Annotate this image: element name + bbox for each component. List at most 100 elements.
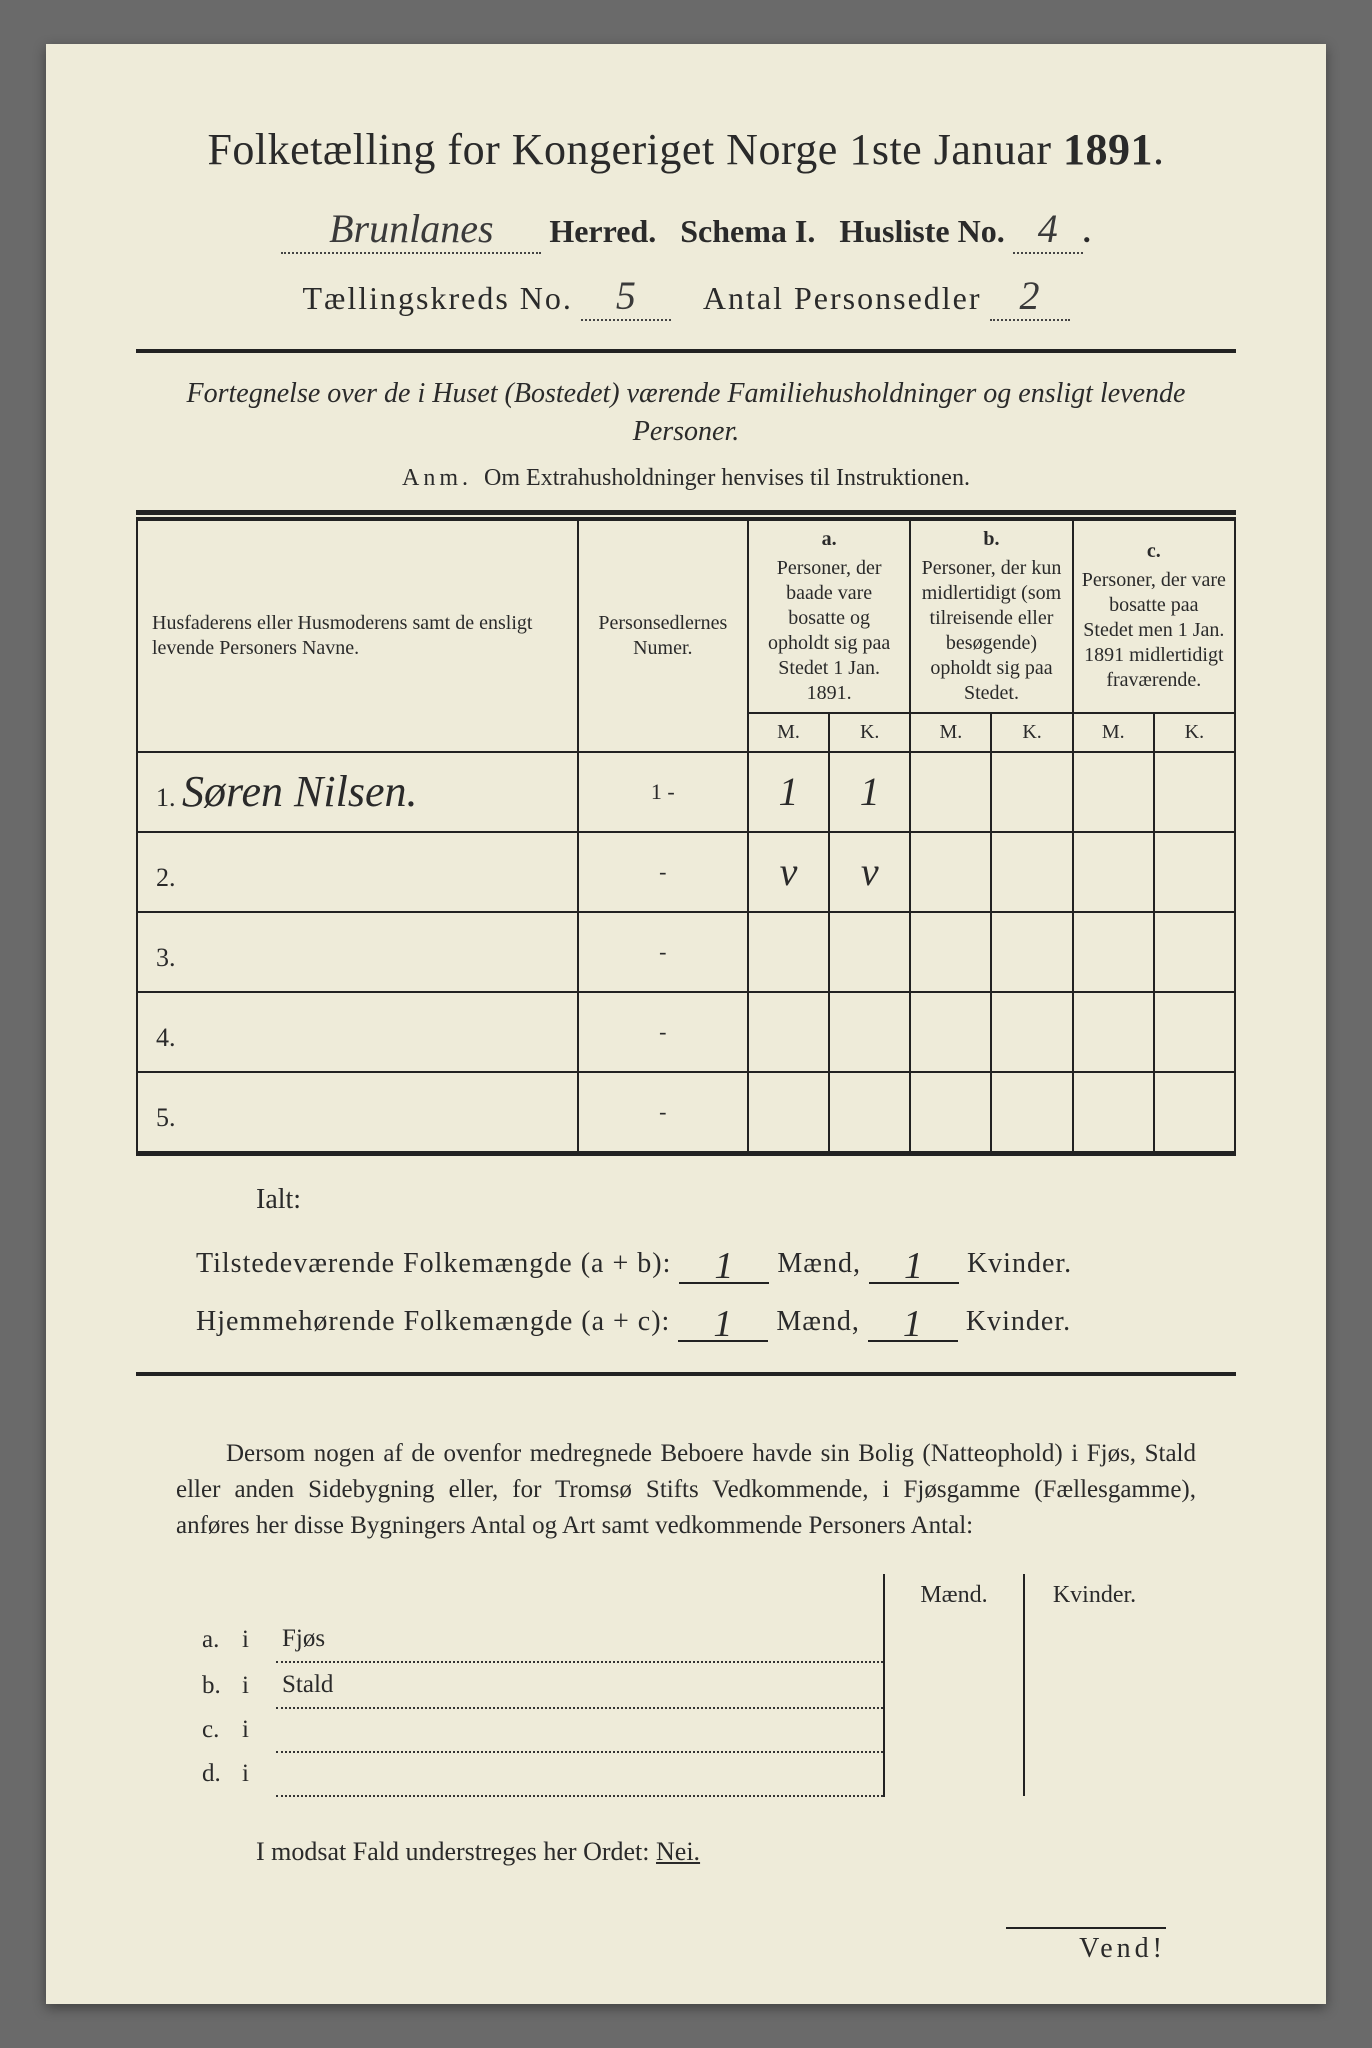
sub-row-i: i xyxy=(236,1617,276,1662)
row-b-k xyxy=(991,912,1072,992)
row-c-k xyxy=(1154,752,1235,832)
row-a-m: 1 xyxy=(748,752,829,832)
row-b-k xyxy=(991,832,1072,912)
sub-row-k xyxy=(1024,1708,1164,1752)
row-num-cell: - xyxy=(578,1072,748,1152)
page-title: Folketælling for Kongeriget Norge 1ste J… xyxy=(136,124,1236,175)
row-a-m xyxy=(748,992,829,1072)
row-name-cell: 5. xyxy=(137,1072,578,1152)
anm-label: Anm. xyxy=(402,465,472,491)
row-b-k xyxy=(991,992,1072,1072)
summary1-label: Tilstedeværende Folkemængde (a + b): xyxy=(196,1248,671,1279)
row-name-cell: 2. xyxy=(137,832,578,912)
summary2-k: 1 xyxy=(868,1296,958,1342)
title-text: Folketælling for Kongeriget Norge 1ste J… xyxy=(207,125,1063,174)
row-a-m xyxy=(748,1072,829,1152)
row-c-m xyxy=(1073,752,1154,832)
row-a-k: 1 xyxy=(829,752,910,832)
row-num-cell: - xyxy=(578,832,748,912)
sub-row-i: i xyxy=(236,1752,276,1796)
row-b-m xyxy=(910,992,991,1072)
antal-no: 2 xyxy=(990,272,1070,321)
sub-row-text: Fjøs xyxy=(276,1617,884,1662)
row-num-cell: 1 - xyxy=(578,752,748,832)
row-c-k xyxy=(1154,832,1235,912)
nei-prefix: I modsat Fald understreges her Ordet: xyxy=(256,1837,656,1866)
anm-text: Om Extrahusholdninger henvises til Instr… xyxy=(484,465,970,491)
ialt-label: Ialt: xyxy=(256,1184,1236,1216)
sub-row-letter: c. xyxy=(196,1708,236,1752)
row-a-k xyxy=(829,912,910,992)
col-c-text: Personer, der vare bosatte paa Stedet me… xyxy=(1082,569,1226,691)
census-form-page: Folketælling for Kongeriget Norge 1ste J… xyxy=(46,44,1326,2004)
summary-line-2: Hjemmehørende Folkemængde (a + c): 1 Mæn… xyxy=(196,1296,1236,1342)
summary1-k-val: 1 xyxy=(904,1245,924,1287)
table-row: 5. - xyxy=(137,1072,1235,1152)
divider xyxy=(136,349,1236,353)
sub-row-letter: d. xyxy=(196,1752,236,1796)
sub-row-i: i xyxy=(236,1662,276,1708)
row-c-m xyxy=(1073,912,1154,992)
col-b-k: K. xyxy=(991,713,1072,752)
schema-label: Schema I. xyxy=(680,213,815,249)
col-a-header: a. Personer, der baade vare bosatte og o… xyxy=(748,520,910,713)
nei-line: I modsat Fald understreges her Ordet: Ne… xyxy=(256,1837,1236,1867)
sub-table-row: d.i xyxy=(196,1752,1164,1796)
col-b-m: M. xyxy=(910,713,991,752)
col-a-m: M. xyxy=(748,713,829,752)
row-c-k xyxy=(1154,1072,1235,1152)
anm-line: Anm. Om Extrahusholdninger henvises til … xyxy=(136,465,1236,492)
maend-label: Mænd, xyxy=(777,1248,861,1279)
summary2-m: 1 xyxy=(678,1296,768,1342)
table-row: 3. - xyxy=(137,912,1235,992)
sub-row-text xyxy=(276,1708,884,1752)
title-suffix: . xyxy=(1153,125,1165,174)
table-body: 1. Søren Nilsen.1 -112. -vv3. -4. -5. - xyxy=(137,752,1235,1152)
title-year: 1891 xyxy=(1063,125,1153,174)
row-b-k xyxy=(991,1072,1072,1152)
sub-table-row: a.iFjøs xyxy=(196,1617,1164,1662)
subtitle: Fortegnelse over de i Huset (Bostedet) v… xyxy=(136,375,1236,451)
col-b-letter: b. xyxy=(919,527,1063,552)
row-num-cell: - xyxy=(578,992,748,1072)
divider-2 xyxy=(136,1372,1236,1376)
col-a-letter: a. xyxy=(757,527,901,552)
sub-row-m xyxy=(884,1752,1024,1796)
sub-row-k xyxy=(1024,1662,1164,1708)
row-b-k xyxy=(991,752,1072,832)
summary1-m-val: 1 xyxy=(714,1245,734,1287)
building-sub-table: Mænd. Kvinder. a.iFjøsb.iStaldc.id.i xyxy=(196,1574,1164,1797)
sub-row-letter: b. xyxy=(196,1662,236,1708)
maend-label-2: Mænd, xyxy=(776,1306,860,1337)
row-a-m: v xyxy=(748,832,829,912)
summary2-k-val: 1 xyxy=(903,1303,923,1345)
row-c-k xyxy=(1154,912,1235,992)
sub-row-k xyxy=(1024,1752,1164,1796)
summary2-label: Hjemmehørende Folkemængde (a + c): xyxy=(196,1306,670,1337)
row-c-m xyxy=(1073,1072,1154,1152)
row-a-k xyxy=(829,1072,910,1152)
col-c-m: M. xyxy=(1073,713,1154,752)
husliste-label: Husliste No. xyxy=(839,213,1004,249)
row-a-k xyxy=(829,992,910,1072)
row-name-cell: 3. xyxy=(137,912,578,992)
col-c-k: K. xyxy=(1154,713,1235,752)
table-top-border xyxy=(136,510,1236,515)
sub-table-body: a.iFjøsb.iStaldc.id.i xyxy=(196,1617,1164,1796)
sub-table-row: c.i xyxy=(196,1708,1164,1752)
summary1-m: 1 xyxy=(679,1238,769,1284)
col-b-header: b. Personer, der kun midlertidigt (som t… xyxy=(910,520,1072,713)
row-c-k xyxy=(1154,992,1235,1072)
row-b-m xyxy=(910,912,991,992)
header-line-2: Tællingskreds No. 5 Antal Personsedler 2 xyxy=(136,272,1236,321)
col-c-letter: c. xyxy=(1082,539,1226,564)
header-line-1: Brunlanes Herred. Schema I. Husliste No.… xyxy=(136,205,1236,254)
sub-row-m xyxy=(884,1617,1024,1662)
herred-label: Herred. xyxy=(549,213,656,249)
sub-head-row: Mænd. Kvinder. xyxy=(196,1574,1164,1617)
col-a-k: K. xyxy=(829,713,910,752)
sub-row-m xyxy=(884,1662,1024,1708)
table-head: Husfaderens eller Husmoderens samt de en… xyxy=(137,520,1235,752)
col-names-text: Husfaderens eller Husmoderens samt de en… xyxy=(152,612,532,659)
kvinder-label: Kvinder. xyxy=(967,1248,1072,1279)
